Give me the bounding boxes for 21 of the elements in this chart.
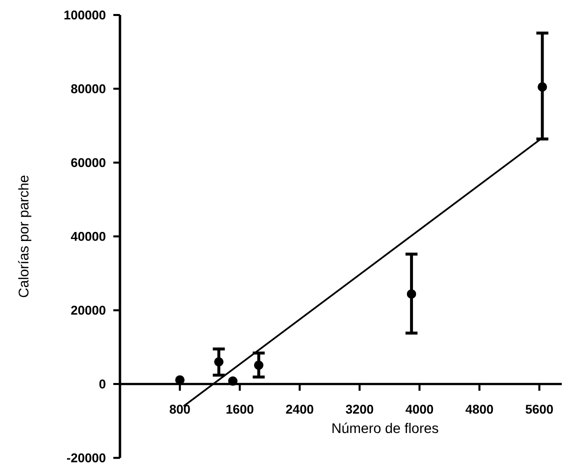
y-tick-label: 100000 bbox=[64, 10, 106, 20]
y-tick-label: 80000 bbox=[71, 84, 106, 94]
x-tick-label: 800 bbox=[170, 404, 190, 414]
y-tick-label: 60000 bbox=[71, 158, 106, 168]
x-tick-label: 2400 bbox=[286, 404, 314, 414]
y-tick-label: 40000 bbox=[70, 232, 106, 241]
x-tick-label: 5600 bbox=[526, 404, 553, 414]
x-tick-label: 1600 bbox=[226, 404, 254, 414]
y-axis-title: Calorías por parche bbox=[18, 176, 32, 298]
point bbox=[254, 360, 264, 370]
x-tick-label: 4800 bbox=[466, 404, 493, 414]
x-tick-label: 3200 bbox=[346, 404, 374, 414]
point bbox=[406, 289, 416, 299]
point bbox=[538, 82, 547, 92]
x-axis-title: Número de flores bbox=[332, 422, 438, 434]
point bbox=[228, 376, 238, 386]
x-tick-label: 4000 bbox=[406, 404, 434, 414]
point bbox=[214, 357, 224, 367]
y-tick-label: -20000 bbox=[66, 453, 106, 462]
y-tick-label: 20000 bbox=[71, 306, 106, 315]
y-tick-label: 0 bbox=[99, 380, 106, 389]
